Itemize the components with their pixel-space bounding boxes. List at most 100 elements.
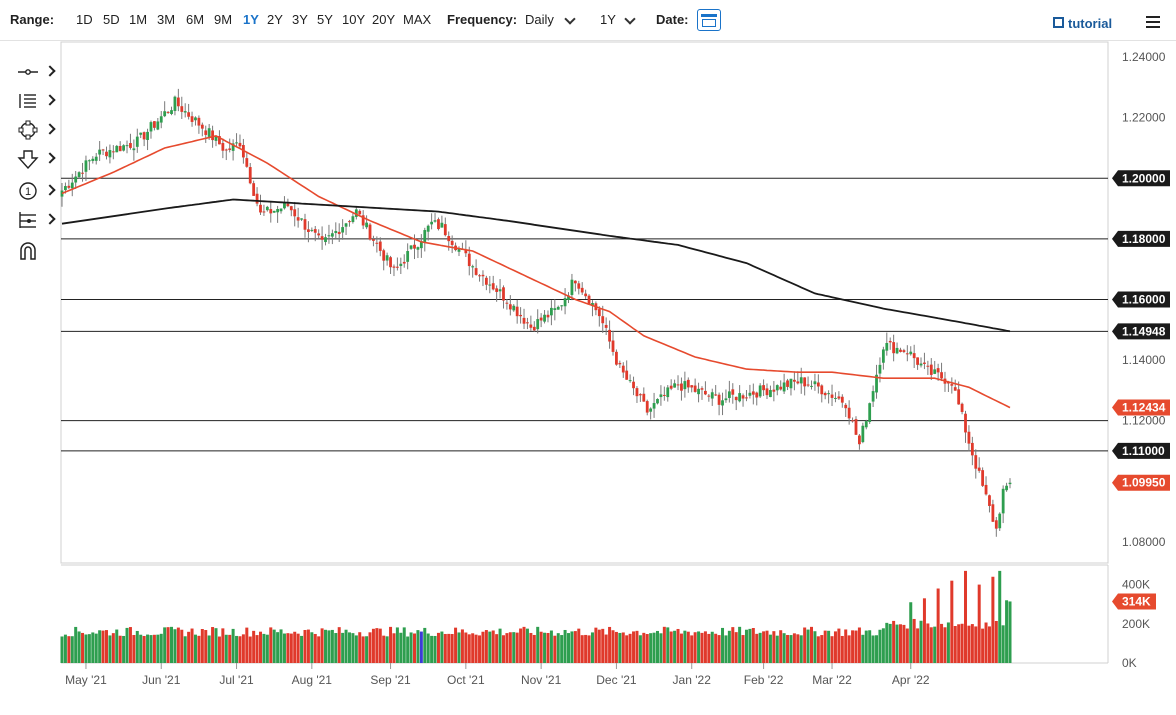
range-button-max[interactable]: MAX: [403, 12, 432, 27]
volume-bar: [827, 630, 831, 663]
volume-bar: [621, 632, 625, 663]
volume-bar: [221, 628, 225, 663]
volume-bar: [389, 626, 393, 663]
candle-down: [936, 368, 940, 373]
volume-bar: [693, 632, 697, 663]
candle-up: [683, 381, 687, 390]
candle-up: [724, 398, 728, 401]
volume-bar: [228, 634, 232, 663]
volume-bar: [755, 633, 759, 663]
candle-up: [399, 263, 403, 267]
candle-down: [389, 257, 392, 268]
candle-up: [139, 132, 143, 135]
range-button-5d[interactable]: 5D: [103, 12, 120, 27]
volume-bar: [960, 623, 964, 663]
candle-down: [676, 384, 680, 386]
magnet-tool-icon: [20, 242, 36, 260]
candle-down: [539, 317, 543, 321]
candle-down: [474, 268, 478, 275]
candle-down: [970, 442, 974, 456]
volume-bar: [111, 633, 115, 663]
volume-bar: [758, 632, 762, 663]
candle-down: [392, 266, 396, 268]
volume-bar: [950, 580, 954, 663]
volume-bar: [727, 630, 731, 663]
hamburger-menu-icon[interactable]: [1146, 16, 1160, 28]
volume-bar: [703, 631, 707, 663]
volume-bar: [536, 626, 540, 663]
range-button-1y[interactable]: 1Y: [243, 12, 259, 27]
volume-bar: [413, 633, 417, 663]
candle-up: [628, 380, 632, 382]
frequency-select[interactable]: Daily: [525, 12, 554, 27]
volume-bar: [306, 629, 310, 663]
range-button-1d[interactable]: 1D: [76, 12, 93, 27]
volume-bar: [378, 628, 382, 663]
volume-bar: [789, 635, 793, 663]
range-button-10y[interactable]: 10Y: [342, 12, 366, 27]
volume-bar: [885, 622, 889, 663]
volume-bar: [529, 632, 533, 663]
volume-bar: [1008, 601, 1012, 663]
volume-bar: [799, 635, 803, 663]
tutorial-link[interactable]: tutorial: [1053, 16, 1112, 31]
period-select[interactable]: 1Y: [600, 12, 616, 27]
range-button-6m[interactable]: 6M: [186, 12, 205, 27]
candle-down: [546, 314, 550, 318]
candle-down: [166, 111, 170, 113]
range-button-2y[interactable]: 2Y: [267, 12, 283, 27]
candle-up: [560, 305, 564, 307]
candle-down: [443, 224, 447, 236]
volume-bar: [108, 635, 112, 663]
volume-bar: [652, 632, 656, 663]
range-button-9m[interactable]: 9M: [214, 12, 233, 27]
range-button-20y[interactable]: 20Y: [372, 12, 396, 27]
price-pane-frame: [60, 41, 1109, 564]
price-badge-label: 1.14948: [1122, 324, 1166, 338]
candle-up: [365, 222, 368, 228]
candle-down: [929, 364, 933, 375]
volume-bar: [933, 626, 937, 663]
candle-down: [532, 326, 536, 331]
volume-bar: [608, 626, 612, 663]
price-badge: [1112, 170, 1170, 187]
candle-up: [159, 116, 163, 123]
volume-bar: [707, 633, 711, 663]
range-button-1m[interactable]: 1M: [129, 12, 148, 27]
volume-bar: [744, 629, 748, 663]
candle-up: [864, 421, 868, 428]
candle-up: [440, 222, 444, 228]
candle-up: [748, 392, 752, 396]
volume-bar: [255, 635, 259, 663]
volume-bar: [173, 629, 177, 663]
candle-down: [526, 322, 529, 324]
volume-bar: [187, 631, 191, 663]
candle-down: [577, 283, 581, 289]
volume-bar: [341, 632, 345, 663]
y-axis-tick-label: 1.08000: [1122, 535, 1166, 549]
range-button-3y[interactable]: 3Y: [292, 12, 308, 27]
candle-up: [861, 425, 865, 443]
calendar-icon[interactable]: [697, 9, 721, 31]
volume-bar: [235, 635, 239, 663]
volume-bar: [854, 630, 858, 663]
volume-bar: [717, 635, 721, 663]
candle-down: [382, 250, 386, 261]
volume-bar: [751, 628, 755, 663]
candle-up: [567, 295, 570, 300]
candle-down: [289, 206, 293, 211]
candle-up: [84, 160, 88, 172]
x-axis-tick-label: Dec '21: [596, 673, 637, 687]
range-button-5y[interactable]: 5Y: [317, 12, 333, 27]
candle-up: [998, 513, 1002, 529]
candle-down: [505, 302, 509, 304]
candle-up: [330, 233, 334, 237]
candle-up: [652, 403, 656, 409]
candle-up: [471, 266, 475, 268]
candle-down: [228, 148, 232, 150]
volume-bar: [135, 630, 139, 663]
volume-bar: [946, 622, 950, 663]
range-button-3m[interactable]: 3M: [157, 12, 176, 27]
candle-down: [317, 233, 321, 236]
